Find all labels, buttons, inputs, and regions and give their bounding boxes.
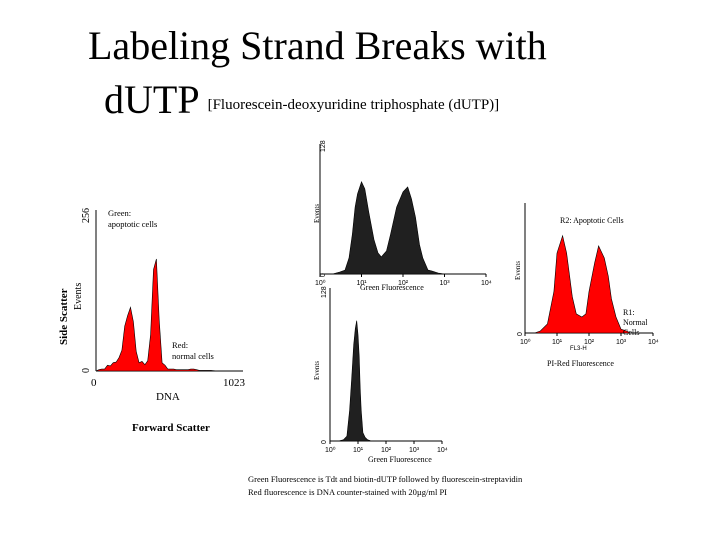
footnote-line1: Green Fluorescence is Tdt and biotin-dUT… <box>248 474 523 484</box>
gtop-xticks: 10⁰ 10¹ 10² 10³ 10⁴ <box>315 274 492 287</box>
r1-annotation: R1: Normal Cells <box>623 308 649 337</box>
title-subtitle: [Fluorescein-deoxyuridine triphosphate (… <box>207 97 500 113</box>
pi-xtick-label-1: 10¹ <box>552 339 563 346</box>
pi-ytick-min: 0 <box>517 332 524 336</box>
green-ann-line2: apoptotic cells <box>108 219 157 229</box>
gtop-ytick-max: 128 <box>320 140 327 152</box>
footnote-line2: Red fluorescence is DNA counter-stained … <box>248 487 448 497</box>
gtop-xtick-label-4: 10⁴ <box>481 280 492 287</box>
gbot-xtick-label-4: 10⁴ <box>437 447 448 454</box>
r1-line1: R1: <box>623 308 635 317</box>
gtop-xtick-label-2: 10² <box>398 280 409 287</box>
red-ann-line1: Red: <box>172 340 188 350</box>
dna-ytick-min: 0 <box>81 368 92 373</box>
dna-histogram-chart: 256 0 0 1023 DNA Events Side Scatter For… <box>58 208 246 434</box>
gtop-xlabel: Green Fluorescence <box>360 283 424 292</box>
green-fluorescence-bottom-chart: 10⁰ 10¹ 10² 10³ 10⁴ 128 0 Events Green Fluor… <box>313 286 448 464</box>
pi-xtick-label-2: 10² <box>584 339 595 346</box>
slide-title: Labeling Strand Breaks with <box>88 23 547 68</box>
dna-ylabel: Events <box>73 283 84 310</box>
dna-xtick-min: 0 <box>91 377 97 389</box>
dna-ytick-max: 256 <box>81 208 92 223</box>
pi-xlabel: PI-Red Fluorescence <box>547 359 614 368</box>
pi-xtick-label-0: 10⁰ <box>520 338 531 346</box>
pi-xtick-label-4: 10⁴ <box>648 339 659 346</box>
gtop-plot-area <box>320 180 486 275</box>
r1-line2: Normal <box>623 318 648 327</box>
green-apoptotic-annotation: Green: apoptotic cells <box>108 208 157 229</box>
gbot-xtick-label-0: 10⁰ <box>325 446 336 454</box>
pi-ylabel: Events <box>514 261 522 280</box>
side-scatter-label: Side Scatter <box>58 288 70 345</box>
gbot-series-area <box>330 320 442 442</box>
slide-title-line2: dUTP [Fluorescein-deoxyuridine triphospha… <box>104 76 499 124</box>
gtop-xtick-label-3: 10³ <box>440 280 451 287</box>
gtop-ytick-min: 0 <box>320 273 327 277</box>
r1-line3: Cells <box>623 328 639 337</box>
gbot-ytick-max: 128 <box>321 286 328 298</box>
dna-xlabel: DNA <box>156 391 180 403</box>
red-ann-line2: normal cells <box>172 351 214 361</box>
gbot-xtick-label-3: 10³ <box>409 447 420 454</box>
dna-xtick-max: 1023 <box>223 377 246 389</box>
title-dutp: dUTP <box>104 77 200 122</box>
gbot-ytick-min: 0 <box>321 440 328 444</box>
pi-xtick-label-3: 10³ <box>616 339 627 346</box>
forward-scatter-label: Forward Scatter <box>132 422 210 434</box>
pi-plot-area <box>525 234 653 334</box>
gbot-plot-area <box>330 320 442 442</box>
gtop-xtick-label-1: 10¹ <box>357 280 368 287</box>
gbot-xtick-label-2: 10² <box>381 447 392 454</box>
gbot-ylabel: Events <box>313 361 321 380</box>
dna-series-area <box>95 258 243 372</box>
gtop-xtick-label-0: 10⁰ <box>315 279 326 287</box>
gtop-series-area <box>320 180 486 275</box>
dna-plot-area <box>95 258 243 372</box>
pi-red-chart: 10⁰ 10¹ 10² 10³ 10⁴ 0 Events FL3-H PI-Red Fl… <box>514 203 659 368</box>
gbot-xlabel: Green Fluorescence <box>368 455 432 464</box>
pi-series-area <box>525 234 653 334</box>
gbot-xticks: 10⁰ 10¹ 10² 10³ 10⁴ <box>325 441 448 454</box>
pi-axis-code: FL3-H <box>570 346 587 352</box>
red-normal-annotation: Red: normal cells <box>172 340 214 361</box>
gbot-xtick-label-1: 10¹ <box>353 447 364 454</box>
green-fluorescence-top-chart: 10⁰ 10¹ 10² 10³ 10⁴ 128 0 Events Green Fluor… <box>313 140 492 292</box>
gtop-ylabel: Events <box>313 204 321 223</box>
r2-annotation: R2: Apoptotic Cells <box>560 216 624 225</box>
pi-xticks: 10⁰ 10¹ 10² 10³ 10⁴ <box>520 333 659 346</box>
green-ann-line1: Green: <box>108 208 131 218</box>
